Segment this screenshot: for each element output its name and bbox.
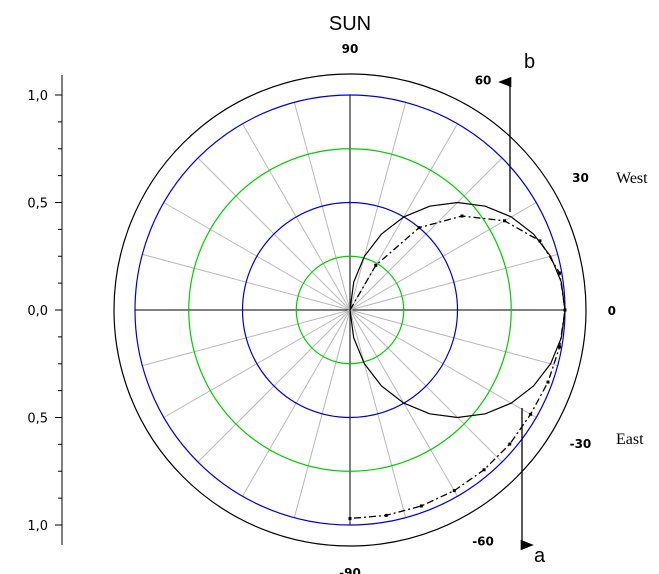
side-label: West — [616, 170, 648, 187]
polar-ring — [241, 201, 459, 419]
data-point — [460, 214, 464, 218]
data-point — [558, 271, 562, 275]
radial-tick-label: 0,0 — [27, 304, 48, 319]
data-point — [384, 513, 388, 517]
angle-label: 60 — [475, 74, 492, 88]
series-layer — [348, 76, 567, 551]
data-point — [546, 380, 550, 384]
angle-label: -30 — [570, 437, 592, 451]
angle-label: 90 — [342, 42, 359, 56]
radial-tick-label: 0,5 — [27, 197, 48, 212]
polar-ring — [188, 148, 512, 472]
data-point — [529, 412, 533, 416]
data-point — [563, 308, 567, 312]
data-point — [538, 239, 542, 243]
arrow-a-label: a — [534, 545, 546, 567]
data-point — [348, 517, 352, 521]
data-point — [482, 468, 486, 472]
outer-boundary — [113, 73, 587, 547]
data-point — [558, 345, 562, 349]
data-point — [419, 504, 423, 508]
data-point — [508, 442, 512, 446]
angle-label: -90 — [339, 566, 361, 574]
angle-label: 30 — [572, 171, 589, 185]
angle-label: 0 — [608, 304, 616, 318]
radial-tick-label: 1,0 — [27, 519, 48, 534]
data-point — [452, 489, 456, 493]
radial-tick-label: 1,0 — [27, 89, 48, 104]
arrow-b-label: b — [524, 51, 535, 73]
data-point — [417, 226, 421, 230]
polar-ring — [295, 255, 405, 365]
chart-title: SUN — [329, 13, 371, 35]
polar-grid — [113, 73, 587, 547]
radial-tick-label: 0,5 — [27, 412, 48, 427]
labels-layer: SUN b a 1,0 0,5 0,0 0,5 1,0 90 60 30 0 -30 -60 -90 Wes… — [27, 13, 648, 574]
radial-axis — [55, 75, 63, 545]
angle-label: -60 — [472, 534, 494, 548]
data-point — [503, 219, 507, 223]
side-label: East — [616, 431, 644, 448]
data-point — [374, 263, 378, 267]
